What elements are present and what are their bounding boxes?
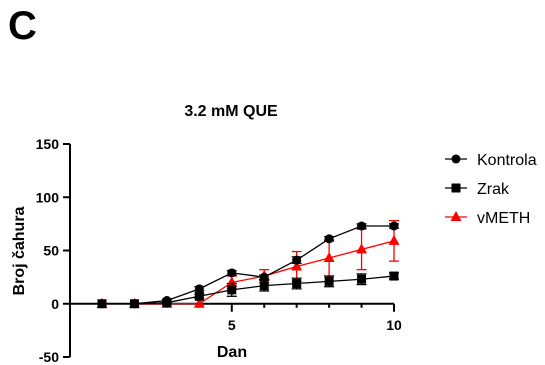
data-point-kontrola (162, 296, 172, 306)
data-point-zrak (324, 276, 334, 286)
data-point-vmeth (388, 234, 400, 245)
y-tick-label: 0 (51, 296, 59, 312)
data-point-zrak (357, 274, 367, 284)
series-line-kontrola (102, 225, 394, 305)
legend-marker (451, 183, 461, 193)
data-point-vmeth (193, 297, 205, 308)
data-point-vmeth (356, 243, 368, 254)
data-point-kontrola (324, 234, 334, 244)
data-point-kontrola (129, 299, 139, 309)
legend-label: vMETH (477, 210, 530, 227)
y-axis-label: Broj čahura (11, 206, 28, 295)
data-point-zrak (194, 291, 204, 301)
data-point-kontrola (194, 284, 204, 294)
x-axis-label: Dan (217, 344, 247, 361)
legend-label: Kontrola (477, 152, 537, 169)
y-tick-label: 100 (36, 189, 60, 205)
y-tick-label: 50 (43, 243, 59, 259)
data-point-zrak (227, 285, 237, 295)
y-tick-label: -50 (39, 349, 59, 365)
data-point-vmeth (323, 251, 335, 262)
data-point-kontrola (259, 272, 269, 282)
chart-title: 3.2 mM QUE (184, 103, 278, 120)
data-point-kontrola (389, 221, 399, 231)
y-tick-label: 150 (36, 136, 60, 152)
x-tick-label: 10 (386, 317, 402, 333)
legend-label: Zrak (477, 181, 510, 198)
data-point-zrak (389, 271, 399, 281)
data-point-kontrola (292, 255, 302, 265)
legend-marker (450, 211, 462, 221)
data-point-vmeth (291, 260, 303, 271)
data-point-kontrola (357, 221, 367, 231)
data-point-zrak (259, 281, 269, 291)
legend-marker (451, 154, 461, 164)
data-point-kontrola (227, 268, 237, 278)
x-tick-label: 5 (228, 317, 236, 333)
plot-area: -50 0 50 100 150 5 10 (36, 136, 402, 365)
data-point-zrak (292, 279, 302, 289)
series-line-zrak (102, 275, 395, 305)
legend: Kontrola Zrak vMETH (445, 152, 537, 227)
panel-letter: C (8, 4, 37, 48)
data-point-kontrola (97, 299, 107, 309)
series-line-vmeth (102, 240, 395, 305)
